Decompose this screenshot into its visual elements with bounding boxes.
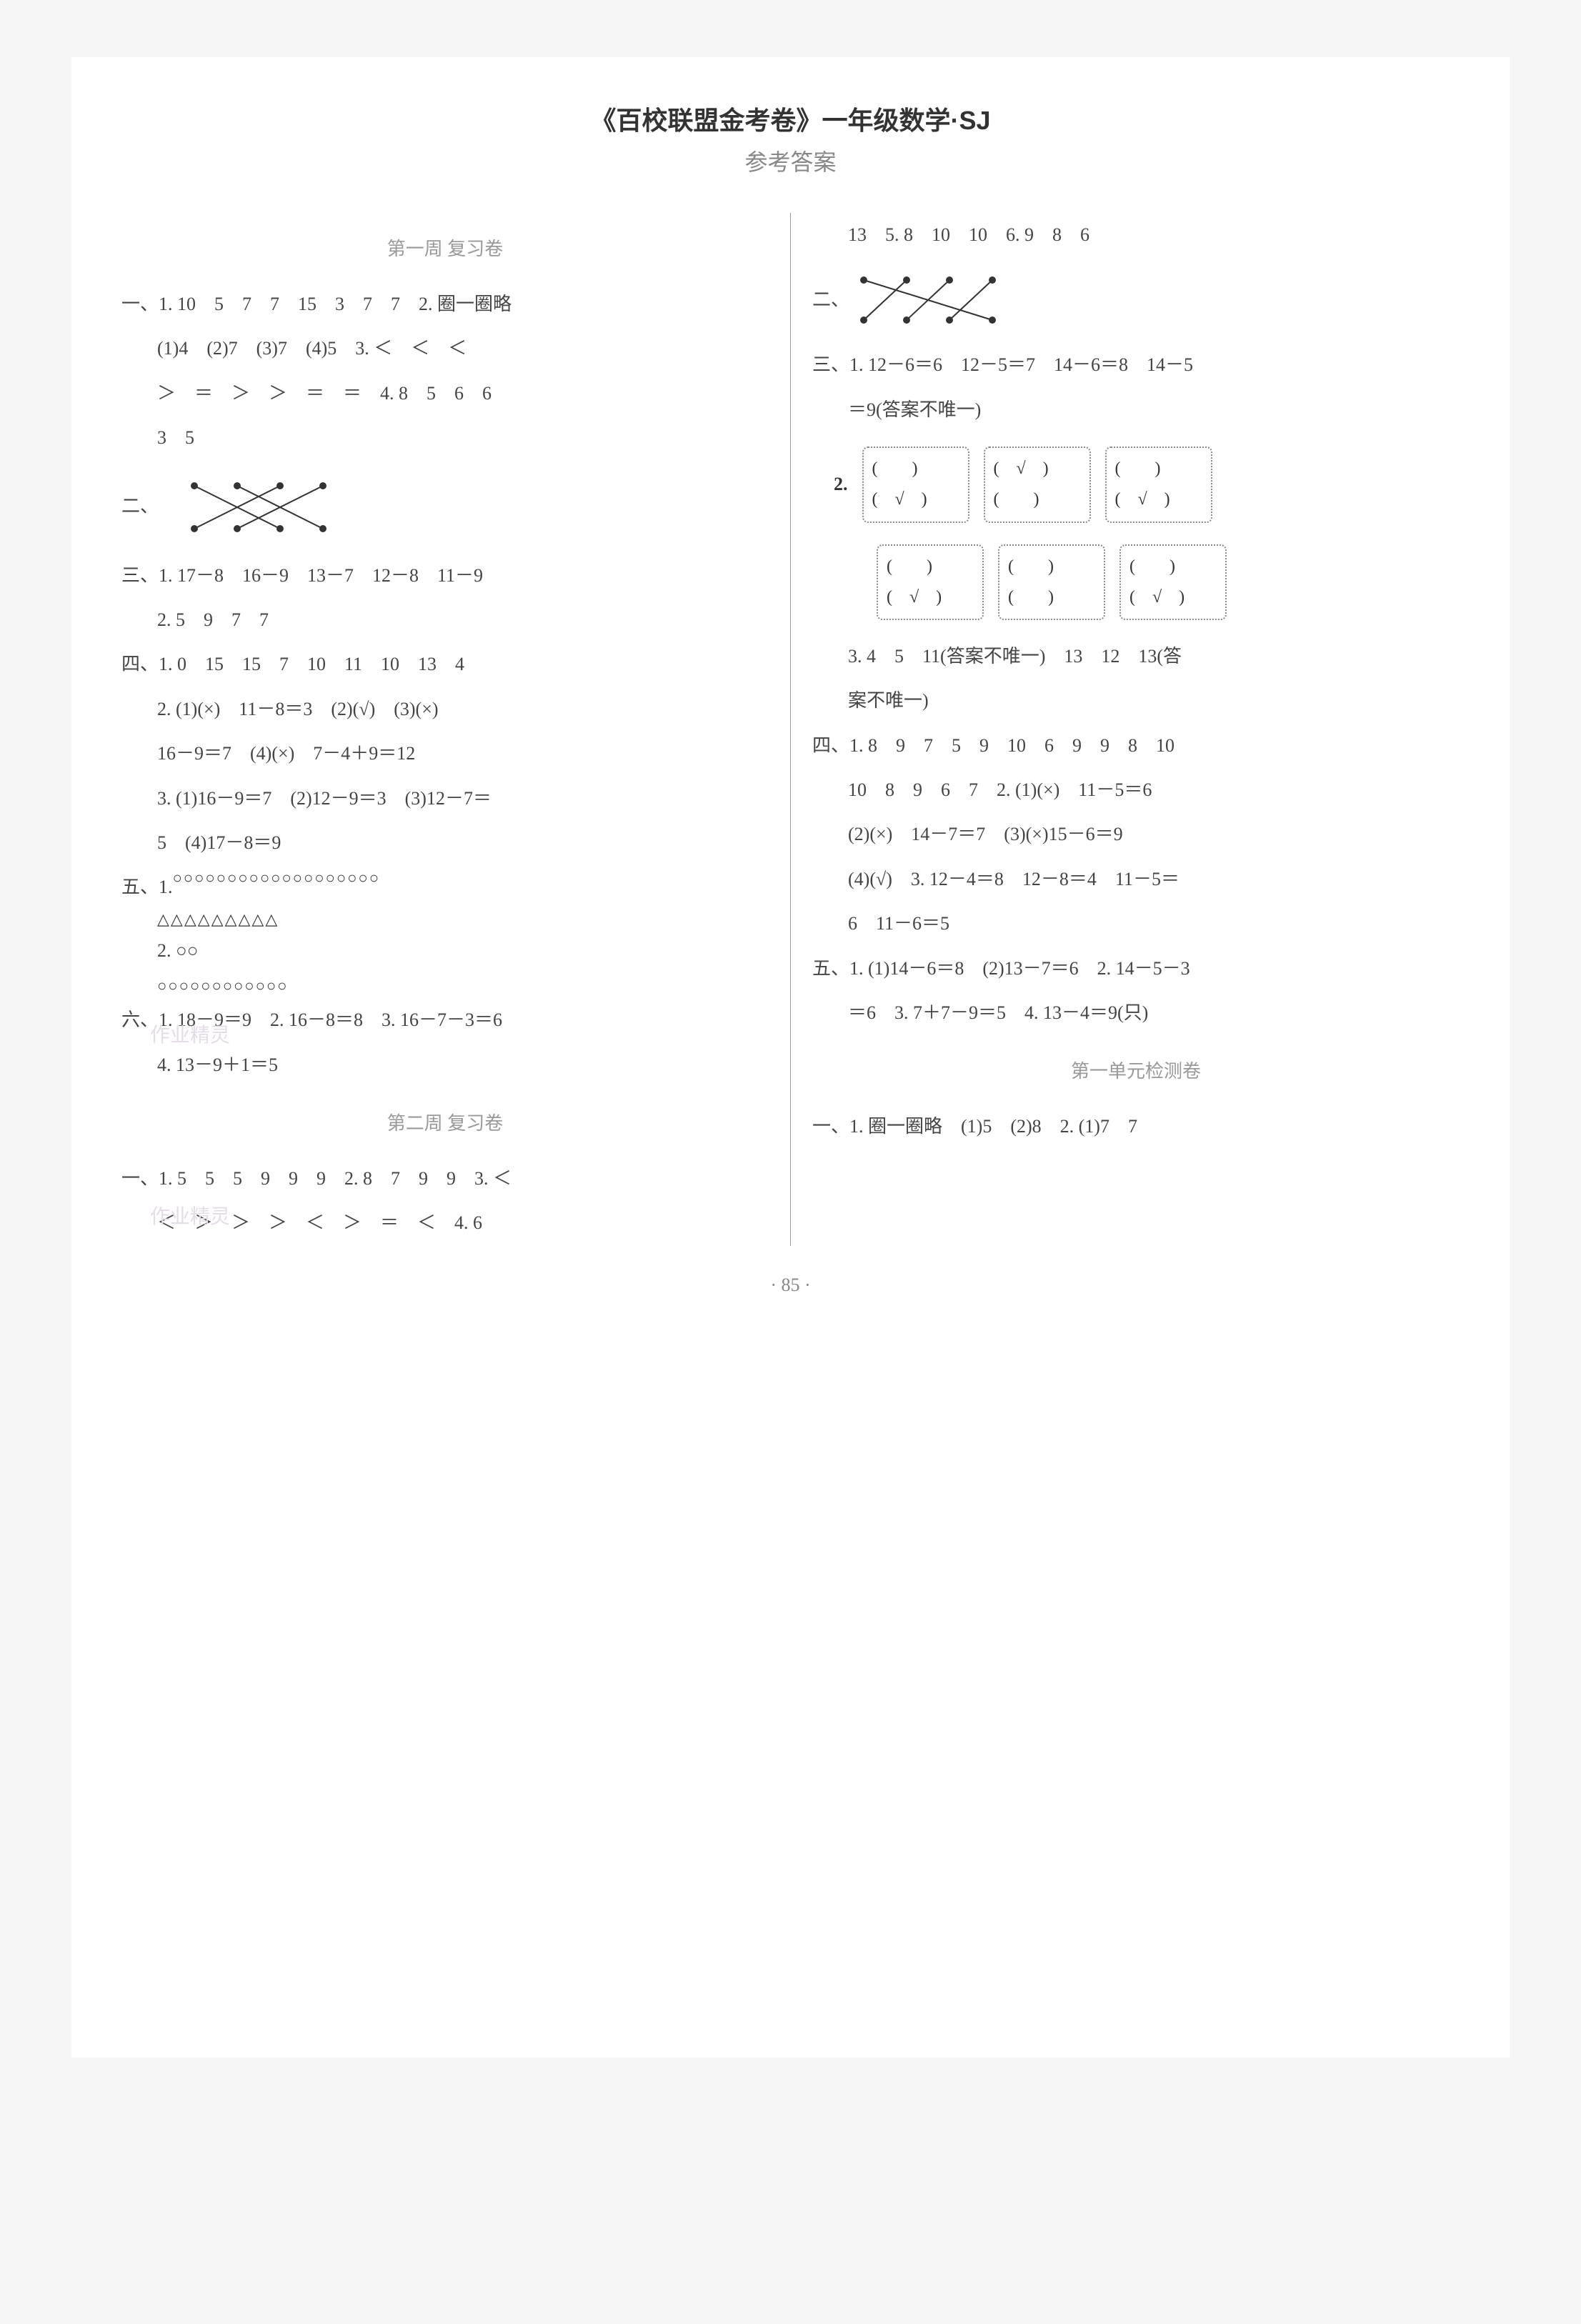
r-cont1: 13 5. 8 10 10 6. 9 8 6 (812, 213, 1460, 257)
q1-line3: ＞ ＝ ＞ ＞ ＝ ＝ 4. 8 5 6 6 (121, 371, 769, 416)
box6-bot: ( √ ) (1129, 582, 1217, 613)
box5-top: ( ) (1008, 552, 1095, 582)
box4: ( ) ( √ ) (877, 544, 984, 620)
q5-label: 五、1. (121, 865, 173, 909)
r-q2-label: 二、 (812, 278, 849, 322)
q4-line2: 2. (1)(×) 11－8＝3 (2)(√) (3)(×) (121, 687, 769, 732)
q5-circles1: ○○○○○○○○○○○○○○○○○○○ (173, 865, 380, 909)
watermark2: 作业精灵 (150, 1201, 230, 1230)
r-q4-1c: (2)(×) 14－7＝7 (3)(×)15－6＝9 (812, 812, 1460, 857)
right-column: 13 5. 8 10 10 6. 9 8 6 二、 三、1. 12－6＝6 12… (790, 213, 1474, 1246)
q2-label: 二、 (121, 484, 159, 529)
box2-bot: ( ) (994, 484, 1081, 515)
r-q4-1e: 6 11－6＝5 (812, 902, 1460, 946)
r-q3-3b: 案不唯一) (812, 679, 1460, 723)
unit1-heading: 第一单元检测卷 (812, 1057, 1460, 1083)
week2-heading: 第二周 复习卷 (121, 1109, 769, 1135)
r-q4-1: 四、1. 8 9 7 5 9 10 6 9 9 8 10 (812, 724, 1460, 768)
cross-diagram-left (187, 475, 344, 539)
q4-line1: 四、1. 0 15 15 7 10 11 10 13 4 (121, 642, 769, 687)
answer-page: 《百校联盟金考卷》一年级数学·SJ 参考答案 第一周 复习卷 一、1. 10 5… (71, 57, 1510, 2058)
box2-top: ( √ ) (994, 454, 1081, 484)
u1-q1: 一、1. 圈一圈略 (1)5 (2)8 2. (1)7 7 (812, 1104, 1460, 1149)
cross-diagram-right (857, 271, 999, 329)
r-q3-1b: ＝9(答案不唯一) (812, 388, 1460, 432)
r-q4-1d: (4)(√) 3. 12－4＝8 12－8＝4 11－5＝ (812, 857, 1460, 902)
q3-line1: 三、1. 17－8 16－9 13－7 12－8 11－9 (121, 554, 769, 598)
box5-bot: ( ) (1008, 582, 1095, 613)
watermark1: 作业精灵 (150, 1019, 230, 1048)
box3-top: ( ) (1115, 454, 1202, 484)
q1-line1: 一、1. 10 5 7 7 15 3 7 7 2. 圈一圈略 (121, 282, 769, 326)
box4-bot: ( √ ) (887, 582, 974, 613)
content-columns: 第一周 复习卷 一、1. 10 5 7 7 15 3 7 7 2. 圈一圈略 (… (107, 213, 1474, 1246)
box4-top: ( ) (887, 552, 974, 582)
q6-line4: 4. 13－9＋1＝5 (121, 1043, 769, 1087)
box6-top: ( ) (1129, 552, 1217, 582)
left-column: 第一周 复习卷 一、1. 10 5 7 7 15 3 7 7 2. 圈一圈略 (… (107, 213, 790, 1246)
w2-q1: 一、1. 5 5 5 9 9 9 2. 8 7 9 9 3. ＜ (121, 1157, 769, 1201)
page-subtitle: 参考答案 (107, 144, 1474, 177)
r-q5-1: 五、1. (1)14－6＝8 (2)13－7＝6 2. 14－5－3 (812, 947, 1460, 991)
q1-line2: (1)4 (2)7 (3)7 (4)5 3. ＜ ＜ ＜ (121, 326, 769, 371)
q5-triangles: △△△△△△△△△ (121, 910, 769, 929)
q3-line2: 2. 5 9 7 7 (121, 598, 769, 642)
q5-line2: 2. ○○ (121, 929, 769, 973)
box6: ( ) ( √ ) (1119, 544, 1227, 620)
q1-line4: 3 5 (121, 416, 769, 460)
week1-heading: 第一周 复习卷 (121, 234, 769, 261)
r-q3-3: 3. 4 5 11(答案不唯一) 13 12 13(答 (812, 634, 1460, 679)
r-box-label: 2. (834, 474, 848, 495)
box1-bot: ( √ ) (872, 484, 959, 515)
box5: ( ) ( ) (998, 544, 1105, 620)
q4-line2b: 16－9＝7 (4)(×) 7－4＋9＝12 (121, 732, 769, 776)
q4-line3: 3. (1)16－9＝7 (2)12－9＝3 (3)12－7＝ (121, 777, 769, 821)
q5-circles2: ○○○○○○○○○○○○ (121, 973, 769, 998)
box1: ( ) ( √ ) (862, 447, 969, 522)
box3-bot: ( √ ) (1115, 484, 1202, 515)
r-q4-1b: 10 8 9 6 7 2. (1)(×) 11－5＝6 (812, 768, 1460, 812)
box2: ( √ ) ( ) (984, 447, 1091, 522)
r-q3-1: 三、1. 12－6＝6 12－5＝7 14－6＝8 14－5 (812, 343, 1460, 387)
r-q5-1b: ＝6 3. 7＋7－9＝5 4. 13－4＝9(只) (812, 991, 1460, 1035)
box3: ( ) ( √ ) (1105, 447, 1212, 522)
box1-top: ( ) (872, 454, 959, 484)
page-number: · 85 · (107, 1275, 1474, 1296)
page-title: 《百校联盟金考卷》一年级数学·SJ (107, 100, 1474, 137)
q4-line3b: 5 (4)17－8＝9 (121, 821, 769, 865)
